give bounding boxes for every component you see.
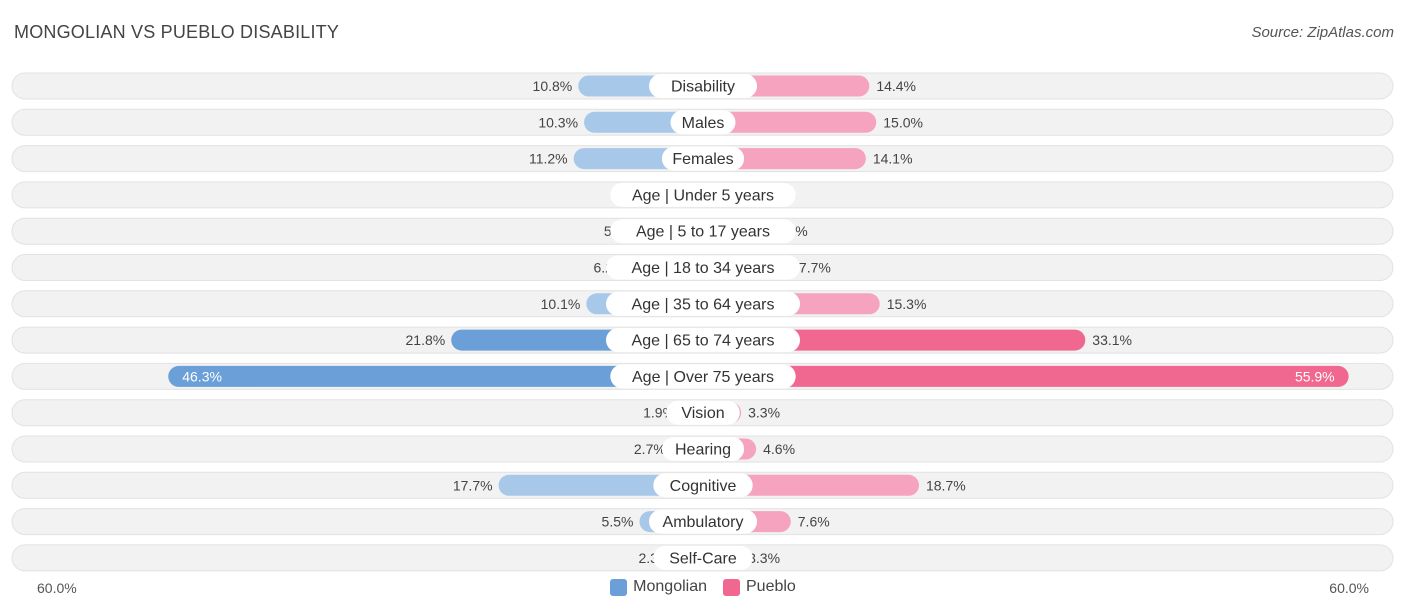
category-label-disability: Disability: [671, 79, 735, 96]
category-pill-age-65-to-74-years: [606, 328, 800, 353]
value-label-mongolian-disability: 10.8%: [533, 78, 573, 94]
category-pill-age-over-75-years: [610, 364, 796, 389]
value-label-pueblo-females: 14.1%: [873, 151, 913, 167]
legend-label-mongolian: Mongolian: [633, 578, 707, 595]
value-label-pueblo-self-care: 3.3%: [748, 550, 780, 566]
category-label-age-65-to-74-years: Age | 65 to 74 years: [632, 333, 775, 350]
category-label-ambulatory: Ambulatory: [663, 514, 744, 531]
row-self-care: 2.3%3.3%Self-Care: [11, 544, 1394, 572]
row-ambulatory: 5.5% 7.6% Ambulatory: [11, 508, 1394, 536]
chart-title: MONGOLIAN VS PUEBLO DISABILITY: [14, 22, 340, 42]
bar-pueblo-age-over-75-years: [703, 365, 1349, 387]
value-label-mongolian-males: 10.3%: [538, 114, 578, 130]
value-label-pueblo-males: 15.0%: [883, 114, 923, 130]
category-pill-age-18-to-34-years: [606, 255, 800, 280]
category-label-self-care: Self-Care: [669, 550, 737, 567]
category-label-age-18-to-34-years: Age | 18 to 34 years: [632, 260, 775, 277]
category-label-hearing: Hearing: [675, 442, 731, 459]
bar-pueblo-males: [703, 111, 877, 133]
bar-mongolian-cognitive: [498, 474, 703, 496]
source-label: Source: ZipAtlas.com: [1251, 24, 1394, 41]
category-pill-disability: [649, 74, 757, 98]
legend-label-pueblo: Pueblo: [746, 578, 796, 595]
category-pill-vision: [666, 400, 740, 425]
value-label-pueblo-ambulatory: 7.6%: [798, 514, 830, 530]
category-pill-hearing: [661, 437, 745, 461]
value-label-mongolian-females: 11.2%: [529, 151, 568, 167]
row-females: 11.2% 14.1% Females: [11, 145, 1394, 173]
row-age-5-to-17-years: 5.3%5.7%Age | 5 to 17 years: [11, 217, 1394, 245]
value-label-pueblo-age-35-to-64-years: 15.3%: [887, 296, 927, 312]
category-pill-self-care: [653, 545, 753, 570]
value-label-mongolian-cognitive: 17.7%: [453, 477, 493, 493]
row-cognitive: 17.7% 18.7% Cognitive: [11, 471, 1394, 499]
legend-item-pueblo[interactable]: Pueblo: [723, 578, 796, 596]
legend-item-mongolian[interactable]: Mongolian: [610, 578, 707, 596]
row-age-65-to-74-years: 21.8% 33.1% Age | 65 to 74 years: [11, 326, 1394, 354]
value-label-mongolian-age-65-to-74-years: 21.8%: [406, 332, 446, 348]
row-age-under-5-years: 1.1%1.3%Age | Under 5 years: [11, 181, 1394, 209]
row-males: 10.3% 15.0% Males: [11, 108, 1394, 136]
legend-swatch-mongolian: [610, 578, 628, 596]
row-disability: 10.8% 14.4% Disability: [11, 72, 1394, 100]
axis-left-label: 60.0%: [37, 580, 77, 596]
category-pill-cognitive: [653, 473, 753, 498]
category-label-age-35-to-64-years: Age | 35 to 64 years: [632, 296, 775, 313]
category-pill-age-under-5-years: [610, 182, 796, 207]
row-age-35-to-64-years: 10.1% 15.3% Age | 35 to 64 years: [11, 290, 1394, 318]
value-label-pueblo-hearing: 4.6%: [763, 441, 795, 457]
row-hearing: 2.7% 4.6% Hearing: [11, 435, 1394, 463]
category-label-cognitive: Cognitive: [670, 478, 737, 495]
value-label-mongolian-age-over-75-years: 46.3%: [182, 368, 222, 384]
category-pill-ambulatory: [649, 509, 757, 534]
row-age-18-to-34-years: 6.2%7.7%Age | 18 to 34 years: [11, 254, 1394, 281]
category-label-age-5-to-17-years: Age | 5 to 17 years: [636, 224, 770, 241]
value-label-pueblo-age-over-75-years: 55.9%: [1295, 368, 1335, 384]
category-label-vision: Vision: [681, 405, 724, 422]
category-pill-females: [661, 146, 745, 171]
category-pill-age-35-to-64-years: [606, 291, 800, 316]
category-pill-age-5-to-17-years: [610, 219, 796, 244]
value-label-pueblo-cognitive: 18.7%: [926, 477, 966, 493]
category-pill-males: [670, 110, 736, 135]
category-label-age-under-5-years: Age | Under 5 years: [632, 187, 774, 204]
axis-right-label: 60.0%: [1329, 580, 1369, 596]
bar-mongolian-age-over-75-years: [168, 365, 704, 387]
category-label-age-over-75-years: Age | Over 75 years: [632, 369, 774, 386]
row-vision: 1.9% 3.3%Vision: [11, 399, 1394, 427]
value-label-mongolian-ambulatory: 5.5%: [602, 514, 634, 530]
value-label-pueblo-age-65-to-74-years: 33.1%: [1092, 332, 1132, 348]
value-label-mongolian-hearing: 2.7%: [634, 441, 666, 457]
bar-pueblo-cognitive: [703, 474, 919, 496]
bar-pueblo-females: [703, 148, 866, 170]
row-age-over-75-years: 46.3% 55.9% Age | Over 75 years: [11, 362, 1394, 390]
value-label-pueblo-vision: 3.3%: [748, 405, 780, 421]
category-label-females: Females: [672, 151, 733, 168]
value-label-pueblo-disability: 14.4%: [876, 78, 916, 94]
value-label-pueblo-age-18-to-34-years: 7.7%: [799, 260, 831, 276]
legend: Mongolian Pueblo: [0, 578, 1406, 596]
category-label-males: Males: [682, 115, 725, 132]
legend-swatch-pueblo: [723, 578, 740, 596]
value-label-mongolian-age-35-to-64-years: 10.1%: [541, 296, 581, 312]
